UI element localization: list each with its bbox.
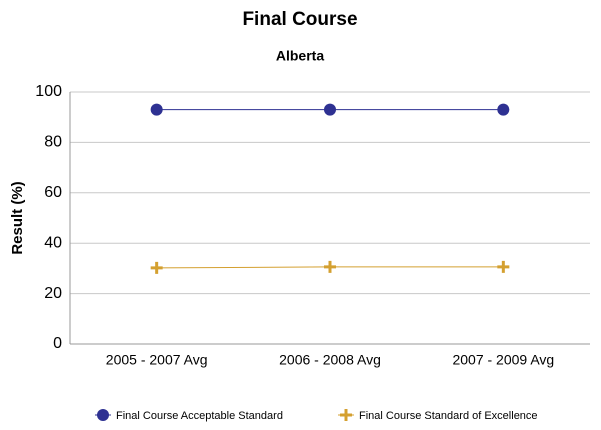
y-tick-label: 40: [44, 234, 62, 251]
y-tick-label: 100: [35, 83, 62, 100]
y-tick-label: 0: [53, 335, 62, 352]
x-tick-label: 2007 - 2009 Avg: [452, 352, 554, 368]
data-point: [497, 103, 510, 116]
legend-label: Final Course Acceptable Standard: [116, 410, 283, 422]
x-tick-label: 2005 - 2007 Avg: [106, 352, 208, 368]
y-axis-label: Result (%): [9, 181, 26, 254]
data-point: [324, 260, 336, 273]
chart-title: Final Course: [242, 9, 357, 30]
legend-label: Final Course Standard of Excellence: [359, 410, 538, 422]
data-point: [150, 261, 163, 274]
y-tick-label: 80: [44, 134, 62, 151]
y-tick-label: 20: [44, 285, 62, 302]
data-point: [324, 103, 336, 116]
data-point: [497, 260, 510, 273]
data-point: [150, 103, 163, 116]
x-tick-label: 2006 - 2008 Avg: [279, 352, 381, 368]
chart-subtitle: Alberta: [276, 48, 324, 64]
y-tick-label: 60: [44, 184, 62, 201]
